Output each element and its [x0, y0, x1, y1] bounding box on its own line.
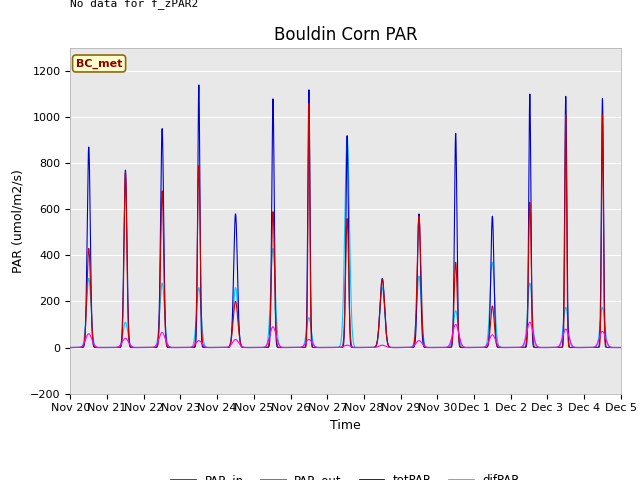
Text: No data for f_zPAR1
No data for f_zPAR2: No data for f_zPAR1 No data for f_zPAR2 — [70, 0, 198, 9]
Text: BC_met: BC_met — [76, 59, 122, 69]
Title: Bouldin Corn PAR: Bouldin Corn PAR — [274, 25, 417, 44]
Y-axis label: PAR (umol/m2/s): PAR (umol/m2/s) — [12, 169, 24, 273]
X-axis label: Time: Time — [330, 419, 361, 432]
Legend: PAR_in, PAR_out, totPAR, difPAR: PAR_in, PAR_out, totPAR, difPAR — [166, 469, 525, 480]
